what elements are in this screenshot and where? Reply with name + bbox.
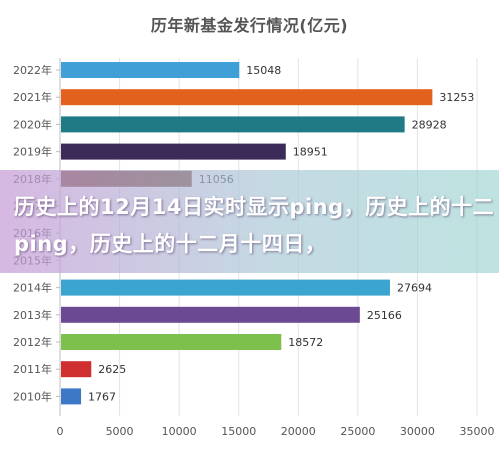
category-label: 2022年 xyxy=(13,63,52,77)
bar xyxy=(61,334,282,350)
bar xyxy=(61,143,286,160)
bar xyxy=(61,306,360,323)
x-tick-label: 15000 xyxy=(221,425,256,438)
bar xyxy=(61,361,92,378)
bar xyxy=(61,89,433,106)
headline-overlay: 历史上的12月14日实时显示ping，历史上的十二月十四日， ping，历史上的… xyxy=(0,170,499,273)
x-tick-label: 30000 xyxy=(400,425,435,438)
data-label: 27694 xyxy=(397,282,432,295)
bar xyxy=(61,62,240,78)
bar xyxy=(61,279,390,296)
category-label: 2013年 xyxy=(13,308,52,322)
headline-line-1: 历史上的12月14日实时显示ping，历史上的十二月十四日， xyxy=(14,195,494,219)
data-label: 25166 xyxy=(367,309,402,322)
chart-title: 历年新基金发行情况(亿元) xyxy=(150,16,349,35)
category-label: 2021年 xyxy=(13,90,52,104)
x-tick-label: 0 xyxy=(57,425,64,438)
data-label: 18572 xyxy=(288,336,323,349)
x-tick-label: 5000 xyxy=(106,425,134,438)
headline-line-2: ping，历史上的十二月十四日， xyxy=(14,232,327,256)
data-label: 2625 xyxy=(98,363,126,376)
data-label: 15048 xyxy=(246,64,281,77)
category-label: 2020年 xyxy=(13,117,52,131)
data-label: 31253 xyxy=(439,91,474,104)
category-label: 2014年 xyxy=(13,281,52,295)
category-label: 2010年 xyxy=(13,389,52,403)
category-label: 2012年 xyxy=(13,335,52,349)
category-label: 2011年 xyxy=(13,362,52,376)
bar xyxy=(61,116,405,133)
x-tick-label: 25000 xyxy=(340,425,375,438)
x-tick-label: 20000 xyxy=(281,425,316,438)
x-tick-label: 10000 xyxy=(162,425,197,438)
data-label: 1767 xyxy=(88,390,116,403)
category-label: 2019年 xyxy=(13,145,52,159)
bar xyxy=(61,388,82,405)
x-tick-label: 35000 xyxy=(460,425,495,438)
data-label: 28928 xyxy=(412,118,447,131)
data-label: 18951 xyxy=(293,146,328,159)
